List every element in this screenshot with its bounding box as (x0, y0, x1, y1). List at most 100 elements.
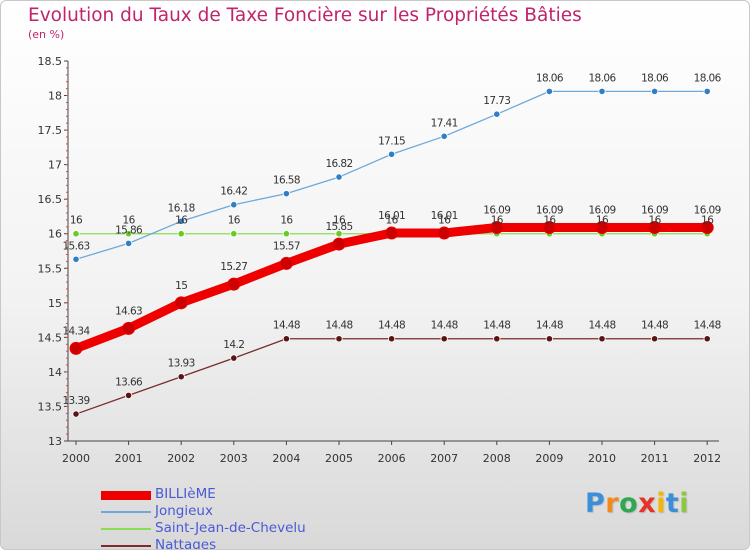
data-label-saint-jean-de-chevelu: 16 (70, 215, 83, 227)
data-point-billi-me (437, 226, 451, 240)
data-point-nattages (282, 335, 290, 343)
legend-label-nattages: Nattages (155, 537, 217, 550)
data-point-jongieux (387, 150, 396, 158)
data-label-jongieux: 17.41 (431, 117, 458, 129)
data-point-billi-me (174, 296, 188, 310)
data-label-nattages: 14.48 (378, 320, 405, 332)
y-tick-label: 15.5 (38, 262, 63, 275)
legend-label-jongieux: Jongieux (155, 503, 213, 519)
x-tick-label: 2004 (272, 452, 300, 465)
data-point-nattages (493, 335, 501, 343)
logo-letter: o (619, 488, 639, 519)
data-point-billi-me (122, 321, 136, 335)
data-point-nattages (230, 354, 238, 362)
data-label-billi-me: 15 (175, 280, 187, 292)
data-label-jongieux: 17.73 (483, 95, 510, 107)
x-tick-label: 2011 (641, 452, 669, 465)
legend-swatch-nattages (101, 545, 151, 547)
data-point-nattages (387, 335, 396, 343)
data-label-billi-me: 15.85 (325, 221, 352, 233)
logo-letter: x (638, 488, 657, 519)
x-tick-label: 2000 (62, 452, 90, 465)
data-label-nattages: 14.48 (588, 320, 615, 332)
data-point-billi-me (385, 226, 399, 240)
data-point-jongieux (230, 201, 238, 209)
data-label-billi-me: 14.34 (62, 325, 90, 337)
x-tick-label: 2002 (167, 452, 195, 465)
logo-letter: i (679, 488, 690, 519)
data-label-billi-me: 15.57 (273, 240, 300, 252)
data-label-jongieux: 16.58 (273, 175, 300, 187)
y-tick-label: 13 (48, 435, 62, 448)
data-point-saint-jean-de-chevelu (72, 230, 80, 238)
data-point-nattages (650, 335, 659, 343)
data-point-saint-jean-de-chevelu (335, 230, 343, 238)
data-label-saint-jean-de-chevelu: 16 (386, 215, 399, 227)
data-label-billi-me: 16.09 (641, 205, 668, 217)
data-label-nattages: 13.93 (168, 358, 195, 370)
data-label-jongieux: 15.86 (115, 224, 143, 236)
y-axis-unit-label: (en %) (28, 28, 65, 41)
data-point-jongieux (125, 239, 133, 247)
data-point-billi-me (542, 221, 556, 235)
data-point-nattages (177, 373, 185, 381)
data-label-saint-jean-de-chevelu: 16 (543, 215, 556, 227)
data-point-billi-me (69, 341, 83, 355)
data-point-nattages (125, 391, 133, 399)
data-label-jongieux: 18.06 (694, 72, 722, 84)
data-point-nattages (440, 335, 448, 343)
data-label-nattages: 14.48 (483, 320, 510, 332)
data-point-jongieux (335, 173, 343, 181)
data-point-jongieux (703, 87, 711, 96)
data-point-jongieux (493, 110, 501, 118)
x-tick-label: 2007 (430, 452, 458, 465)
data-label-nattages: 13.39 (62, 395, 89, 407)
legend-label-saint-jean-de-chevelu: Saint-Jean-de-Chevelu (155, 520, 306, 536)
y-tick-label: 16.5 (38, 193, 63, 206)
y-tick-label: 18 (48, 90, 62, 103)
data-point-jongieux (545, 87, 554, 96)
data-label-billi-me: 14.63 (115, 305, 142, 317)
data-point-nattages (72, 410, 80, 418)
y-tick-label: 17 (48, 159, 62, 172)
data-label-nattages: 14.48 (641, 320, 668, 332)
data-label-nattages: 14.48 (273, 320, 300, 332)
logo-letter: P (585, 488, 606, 519)
data-point-jongieux (440, 132, 448, 140)
x-tick-label: 2003 (220, 452, 248, 465)
data-label-nattages: 14.48 (536, 320, 563, 332)
data-label-nattages: 14.48 (694, 320, 721, 332)
data-point-jongieux (598, 87, 606, 96)
x-tick-label: 2009 (535, 452, 563, 465)
data-point-nattages (598, 335, 606, 343)
data-label-jongieux: 18.06 (588, 72, 616, 84)
data-label-saint-jean-de-chevelu: 16 (175, 215, 188, 227)
data-label-nattages: 14.48 (325, 320, 352, 332)
data-label-nattages: 14.48 (431, 320, 458, 332)
data-label-jongieux: 15.63 (62, 240, 89, 252)
x-tick-label: 2010 (588, 452, 616, 465)
data-label-jongieux: 18.06 (641, 72, 669, 84)
data-label-nattages: 13.66 (115, 376, 143, 388)
data-point-billi-me (279, 256, 293, 270)
x-tick-label: 2005 (325, 452, 353, 465)
x-tick-label: 2001 (115, 452, 143, 465)
legend-label-billieme: BILLIèME (155, 486, 216, 502)
x-tick-label: 2006 (378, 452, 406, 465)
data-point-billi-me (648, 221, 662, 235)
data-label-jongieux: 17.15 (378, 135, 405, 147)
data-label-jongieux: 18.06 (536, 72, 564, 84)
data-label-saint-jean-de-chevelu: 16 (438, 215, 451, 227)
data-point-billi-me (227, 277, 241, 291)
data-point-jongieux (650, 87, 659, 96)
y-tick-label: 15 (48, 297, 62, 310)
y-tick-label: 13.5 (38, 400, 63, 413)
chart-title: Evolution du Taux de Taxe Foncière sur l… (28, 5, 582, 26)
data-label-saint-jean-de-chevelu: 16 (491, 215, 504, 227)
data-label-billi-me: 16.09 (483, 205, 510, 217)
data-label-saint-jean-de-chevelu: 16 (123, 215, 136, 227)
logo-letter: i (656, 488, 666, 519)
data-label-jongieux: 16.18 (168, 202, 195, 214)
